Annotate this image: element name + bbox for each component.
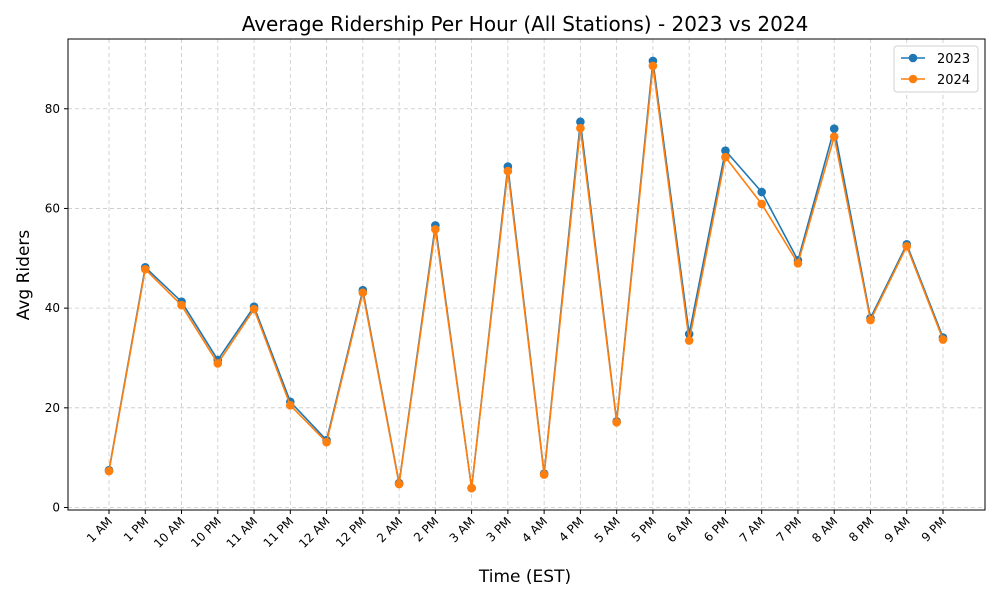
data-point-2024 — [394, 479, 404, 489]
data-point-2023 — [829, 124, 839, 134]
series-group — [104, 56, 948, 493]
x-tick-label: 2 PM — [411, 514, 441, 544]
x-axis-ticks: 1 AM 1 PM 10 AM 10 PM 11 AM 11 PM 12 AM 12 PM 2 … — [84, 510, 949, 551]
data-point-2024 — [938, 335, 948, 344]
data-point-2023 — [721, 146, 730, 155]
data-point-2024 — [576, 123, 585, 133]
y-tick-label: 80 — [45, 102, 60, 116]
legend-marker-2024 — [908, 74, 918, 84]
x-axis-label: Time (EST) — [478, 567, 571, 587]
series-2024 — [104, 61, 948, 493]
x-tick-label: 11 AM — [224, 514, 261, 551]
x-tick-label: 5 PM — [629, 514, 659, 544]
data-point-2023 — [757, 187, 766, 197]
x-tick-label: 12 PM — [333, 514, 369, 550]
plot-frame — [67, 38, 986, 511]
data-point-2024 — [829, 132, 839, 141]
x-tick-label: 9 AM — [882, 514, 913, 545]
data-point-2024 — [757, 199, 766, 209]
x-tick-label: 3 PM — [484, 514, 514, 544]
data-point-2024 — [467, 483, 476, 493]
data-point-2024 — [358, 288, 368, 297]
grid-lines — [68, 39, 985, 510]
x-tick-label: 5 AM — [592, 514, 623, 545]
data-point-2024 — [213, 359, 223, 368]
x-tick-label: 8 AM — [809, 514, 840, 545]
x-tick-label: 1 PM — [121, 514, 151, 544]
x-tick-label: 11 PM — [261, 514, 297, 550]
data-point-2023 — [576, 117, 585, 127]
y-axis-label: Avg Riders — [14, 230, 34, 321]
x-tick-label: 6 PM — [701, 514, 731, 544]
data-point-2024 — [539, 470, 549, 479]
x-tick-label: 12 AM — [296, 514, 333, 551]
y-axis-ticks: 0 20 40 60 80 — [45, 102, 68, 515]
y-tick-label: 60 — [45, 201, 60, 215]
series-line-2023 — [108, 60, 944, 489]
y-tick-label: 40 — [45, 301, 60, 315]
x-tick-label: 6 AM — [664, 514, 695, 545]
data-point-2024 — [104, 466, 114, 476]
data-point-2024 — [249, 304, 259, 314]
x-tick-label: 7 PM — [774, 514, 804, 544]
x-tick-label: 10 PM — [188, 514, 224, 550]
data-point-2024 — [648, 61, 658, 71]
data-point-2024 — [503, 166, 513, 176]
legend: 2023 2024 — [893, 45, 979, 93]
data-point-2024 — [902, 242, 912, 251]
x-tick-label: 1 AM — [84, 514, 115, 545]
data-point-2024 — [866, 315, 875, 325]
x-tick-label: 7 AM — [737, 514, 768, 545]
chart-title: Average Ridership Per Hour (All Stations… — [242, 12, 809, 36]
series-2023 — [104, 56, 948, 493]
x-tick-label: 3 AM — [447, 514, 478, 545]
data-point-2024 — [286, 401, 295, 410]
data-point-2024 — [684, 336, 694, 345]
data-point-2024 — [140, 264, 150, 274]
legend-label-2024: 2024 — [937, 73, 970, 88]
x-tick-label: 9 PM — [919, 514, 949, 544]
data-point-2024 — [177, 300, 186, 310]
x-tick-label: 2 AM — [374, 514, 405, 545]
data-point-2024 — [793, 258, 803, 268]
legend-marker-2023 — [908, 53, 918, 63]
data-point-2024 — [322, 437, 331, 447]
series-line-2024 — [108, 65, 944, 489]
x-tick-label: 10 AM — [151, 514, 188, 551]
x-tick-label: 4 PM — [556, 514, 586, 544]
x-tick-label: 4 AM — [519, 514, 550, 545]
x-tick-label: 8 PM — [846, 514, 876, 544]
data-point-2024 — [431, 225, 440, 234]
data-point-2024 — [612, 417, 621, 427]
legend-label-2023: 2023 — [937, 52, 970, 67]
y-tick-label: 20 — [45, 401, 60, 415]
data-point-2024 — [721, 152, 730, 162]
y-tick-label: 0 — [52, 501, 60, 515]
